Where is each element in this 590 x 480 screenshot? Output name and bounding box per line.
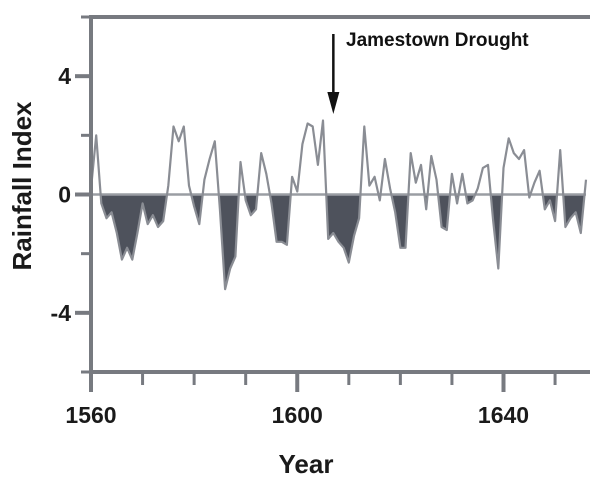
y-axis-title: Rainfall Index: [7, 101, 37, 271]
y-tick-label: 4: [58, 63, 71, 89]
x-tick-label: 1640: [478, 402, 529, 428]
x-tick-label: 1600: [272, 402, 323, 428]
annotation: Jamestown Drought: [327, 30, 529, 114]
rainfall-series-line: [89, 119, 588, 291]
y-tick-label: -4: [51, 300, 72, 326]
x-tick-label: 1560: [65, 402, 116, 428]
annotation-arrow-head: [327, 92, 340, 114]
plot-area: [89, 119, 588, 291]
tick-labels: 1560 1600 1640 -4 0 4: [51, 63, 530, 428]
annotation-label: Jamestown Drought: [346, 30, 529, 51]
y-tick-label: 0: [58, 182, 71, 208]
x-axis-title: Year: [279, 449, 334, 479]
axes: [75, 15, 590, 392]
